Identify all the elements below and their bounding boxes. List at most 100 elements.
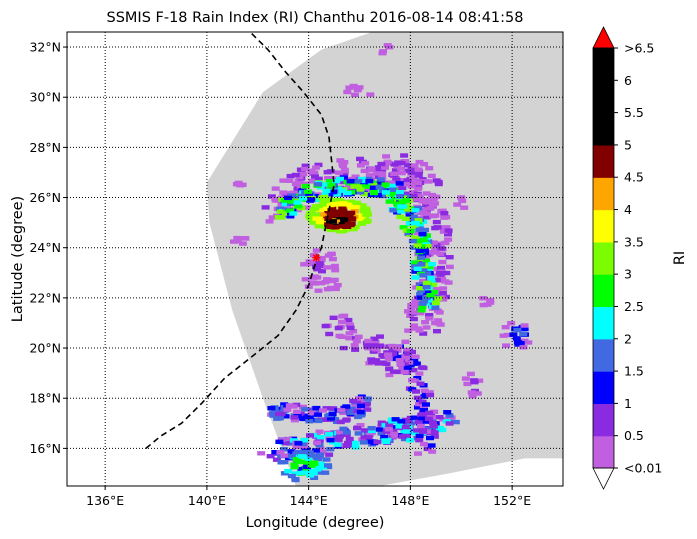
rain-cell [283,407,292,412]
rain-cell [316,207,325,212]
rain-cell [265,219,274,224]
rain-cell [349,83,358,89]
rain-cell [434,296,443,301]
storm-center-marker [312,253,321,262]
rain-cell [351,174,360,179]
rain-cell [524,340,533,345]
rain-cell [445,413,454,418]
rain-cell [282,207,291,212]
rain-cell [354,334,363,339]
rain-cell [397,170,406,176]
rain-cell [314,456,323,462]
rain-cell [422,191,431,196]
y-tick-label: 24°N [29,240,61,255]
rain-cell [336,217,345,222]
rain-cell [305,193,314,198]
rain-cell [309,220,318,225]
rain-cell [306,473,315,478]
rain-cell [420,388,429,393]
rain-cell [384,186,392,191]
rain-cell [355,85,364,90]
rain-cell [266,454,275,459]
rain-cell [432,194,441,199]
rain-cell [335,212,344,218]
rain-cell [417,255,426,260]
rain-cell [339,229,348,234]
rain-cell [427,443,436,448]
rain-cell [374,193,383,198]
rain-cell [330,263,339,269]
rain-cell [286,208,295,213]
rain-cell [363,187,372,193]
rain-cell [366,439,375,444]
rain-cell [396,194,405,199]
rain-cell [281,414,290,419]
rain-cell [325,452,334,457]
rain-cell [330,198,339,203]
rain-cell [429,420,437,425]
rain-cell [405,182,414,187]
colorbar-segment [593,403,614,437]
rain-cell [271,186,280,191]
rain-cell [426,435,434,441]
rain-cell [319,199,328,205]
colorbar-tick-label: 4 [624,202,632,217]
rain-cell [279,447,288,452]
colorbar-frame [592,47,615,469]
rain-cell [283,436,292,442]
rain-cell [414,451,422,456]
rain-cell [395,181,404,186]
rain-cell [356,190,365,195]
rain-cell [257,451,266,456]
rain-cell [408,170,417,176]
rain-cell [425,390,434,395]
map-plot-area [66,31,564,487]
rain-cell [413,376,422,381]
rain-cell [414,405,422,410]
rain-cell [319,465,327,470]
rain-cell [362,402,371,407]
rain-cell [429,240,438,245]
rain-cell [430,409,439,414]
rain-cell [314,203,323,209]
rain-cell [403,365,412,371]
rain-cell [429,196,438,202]
rain-cell [390,162,399,167]
rain-cell [286,214,295,219]
rain-cell [403,178,412,183]
rain-cell [279,190,288,195]
rain-cell [348,226,357,231]
rain-cell [376,343,385,349]
rain-cell [403,168,412,173]
rain-cell [414,167,423,172]
rain-cell [361,161,370,166]
rain-cell [335,429,344,435]
rain-cell [390,425,399,430]
colorbar-segment [593,48,614,81]
rain-cell [340,171,349,176]
rain-cell [303,205,312,210]
rain-cell [290,418,299,423]
rain-cell [312,264,320,270]
rain-cell [316,435,325,440]
rain-cell [296,470,305,476]
rain-cell [349,398,358,404]
rain-cell [321,182,330,187]
rain-cell [316,263,325,269]
rain-cell [338,206,347,211]
rain-cell [300,438,309,443]
rain-cell [359,208,368,214]
rain-cell [287,449,296,454]
rain-cell [343,440,352,446]
rain-cell [317,450,326,455]
rain-cell [402,356,411,361]
rain-cell [337,224,346,229]
rain-cell [340,313,349,318]
rain-cell [414,173,423,178]
rain-cell [425,166,434,171]
rain-cell [418,199,427,204]
rain-cell [269,411,278,416]
rain-cell [356,156,364,162]
rain-cell [373,439,382,445]
